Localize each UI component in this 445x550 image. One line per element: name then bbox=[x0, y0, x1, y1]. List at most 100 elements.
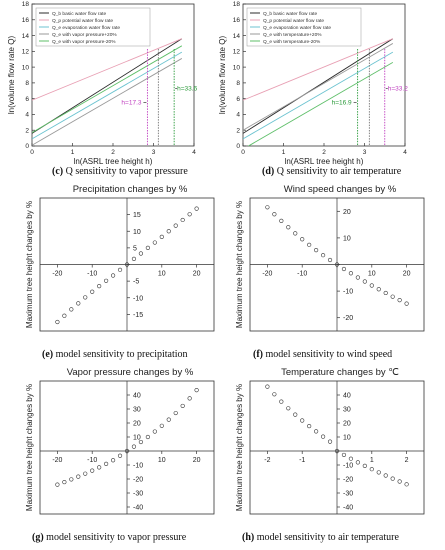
legend-entry: Q_b basic water flow rate bbox=[263, 11, 317, 17]
data-point bbox=[83, 295, 88, 300]
data-point bbox=[69, 307, 74, 312]
data-point bbox=[397, 479, 402, 484]
data-point bbox=[362, 279, 367, 284]
y-tick-label: 4 bbox=[25, 112, 29, 119]
data-point bbox=[159, 423, 164, 428]
data-point bbox=[97, 465, 102, 470]
x-tick-label: -10 bbox=[297, 271, 307, 278]
y-tick-label: 16 bbox=[22, 17, 30, 24]
data-point bbox=[397, 298, 402, 303]
data-point bbox=[152, 240, 157, 245]
y-axis-label: Maximum tree height changes by % bbox=[25, 384, 34, 511]
y-tick-label: 14 bbox=[22, 33, 30, 40]
y-tick-label: 0 bbox=[25, 143, 29, 150]
data-point bbox=[145, 434, 150, 440]
y-tick-label: -20 bbox=[343, 477, 353, 484]
legend-entry: Q_p potential water flow rate bbox=[263, 18, 324, 24]
y-tick-label: 4 bbox=[236, 112, 240, 119]
data-point bbox=[166, 229, 171, 234]
y-axis-label: Maximum tree height changes by % bbox=[25, 201, 34, 328]
legend-box bbox=[35, 7, 151, 47]
data-point bbox=[279, 399, 284, 404]
data-point bbox=[131, 256, 137, 261]
caption-d: (d) Q sensitivity to air temperature bbox=[262, 166, 402, 177]
data-point bbox=[124, 262, 130, 267]
y-tick-label: 10 bbox=[343, 235, 351, 242]
data-point bbox=[314, 429, 319, 434]
data-point bbox=[62, 313, 67, 318]
y-tick-label: -5 bbox=[133, 279, 139, 286]
x-tick-label: -20 bbox=[262, 271, 272, 278]
data-point bbox=[355, 275, 360, 280]
data-point bbox=[187, 396, 192, 401]
data-point bbox=[327, 439, 333, 444]
x-tick-label: 2 bbox=[322, 149, 326, 156]
data-point bbox=[76, 474, 81, 479]
y-tick-label: -30 bbox=[133, 491, 143, 498]
x-tick-label: -2 bbox=[264, 457, 270, 464]
series-line-3 bbox=[32, 51, 183, 140]
y-tick-label: -10 bbox=[343, 463, 353, 470]
y-tick-label: 15 bbox=[133, 212, 141, 219]
data-point bbox=[327, 257, 333, 263]
legend-entry: Q_b basic water flow rate bbox=[52, 11, 106, 17]
x-tick-label: 20 bbox=[193, 457, 201, 464]
data-point bbox=[341, 266, 347, 272]
series-line-2 bbox=[32, 38, 183, 101]
y-tick-label: 10 bbox=[133, 229, 141, 236]
x-tick-label: 2 bbox=[111, 149, 115, 156]
legend-box bbox=[246, 7, 362, 47]
data-point bbox=[279, 218, 284, 223]
y-tick-label: 6 bbox=[25, 96, 29, 103]
data-point bbox=[173, 410, 178, 416]
data-point bbox=[265, 384, 270, 389]
x-tick-label: 10 bbox=[158, 271, 166, 278]
legend-entry: Q_p potential water flow rate bbox=[52, 18, 113, 24]
data-point bbox=[124, 448, 130, 454]
legend-entry: Q_e with vapor pressure-20% bbox=[52, 39, 116, 45]
x-tick-label: 1 bbox=[282, 149, 286, 156]
data-point bbox=[286, 225, 291, 230]
data-point bbox=[390, 476, 395, 481]
caption-h: (h) model sensitivity to air temperature bbox=[242, 532, 399, 543]
data-point bbox=[293, 412, 298, 417]
data-point bbox=[320, 253, 326, 258]
data-point bbox=[300, 418, 305, 423]
caption-f: (f) model sensitivity to wind speed bbox=[253, 349, 393, 360]
legend-entry: Q_e evaporation water flow rate bbox=[52, 25, 120, 31]
data-point bbox=[117, 267, 123, 272]
data-point bbox=[272, 212, 277, 217]
y-tick-label: 10 bbox=[343, 435, 351, 442]
data-point bbox=[55, 482, 60, 487]
data-point bbox=[110, 458, 116, 463]
y-tick-label: -15 bbox=[133, 312, 143, 319]
data-point bbox=[369, 283, 374, 288]
annotation-label: h=33.2 bbox=[388, 85, 408, 92]
data-point bbox=[194, 206, 199, 211]
data-point bbox=[55, 319, 60, 325]
y-tick-label: 40 bbox=[343, 393, 351, 400]
legend-entry: Q_e evaporation water flow rate bbox=[263, 25, 331, 31]
series-line-2 bbox=[243, 38, 394, 101]
y-tick-label: 20 bbox=[343, 421, 351, 428]
x-tick-label: 20 bbox=[403, 271, 411, 278]
y-tick-label: 30 bbox=[343, 407, 351, 414]
y-tick-label: 10 bbox=[22, 64, 30, 71]
y-tick-label: -40 bbox=[133, 505, 143, 512]
data-point bbox=[355, 460, 360, 465]
data-point bbox=[404, 301, 409, 306]
y-tick-label: -10 bbox=[133, 463, 143, 470]
x-tick-label: 0 bbox=[30, 149, 34, 156]
series-line-5 bbox=[247, 61, 394, 146]
x-tick-label: 10 bbox=[158, 457, 166, 464]
y-axis-label: ln(volume flow rate Q) bbox=[7, 36, 16, 115]
chart-h: -2 -1 1 2 -40 -30 -20 -10 10 20 30 40 Maximum tree h… bbox=[235, 380, 425, 515]
y-tick-label: 20 bbox=[343, 209, 351, 216]
data-point bbox=[110, 273, 116, 278]
data-point bbox=[293, 231, 298, 236]
chart-title-g: Vapor pressure changes by % bbox=[66, 367, 194, 378]
